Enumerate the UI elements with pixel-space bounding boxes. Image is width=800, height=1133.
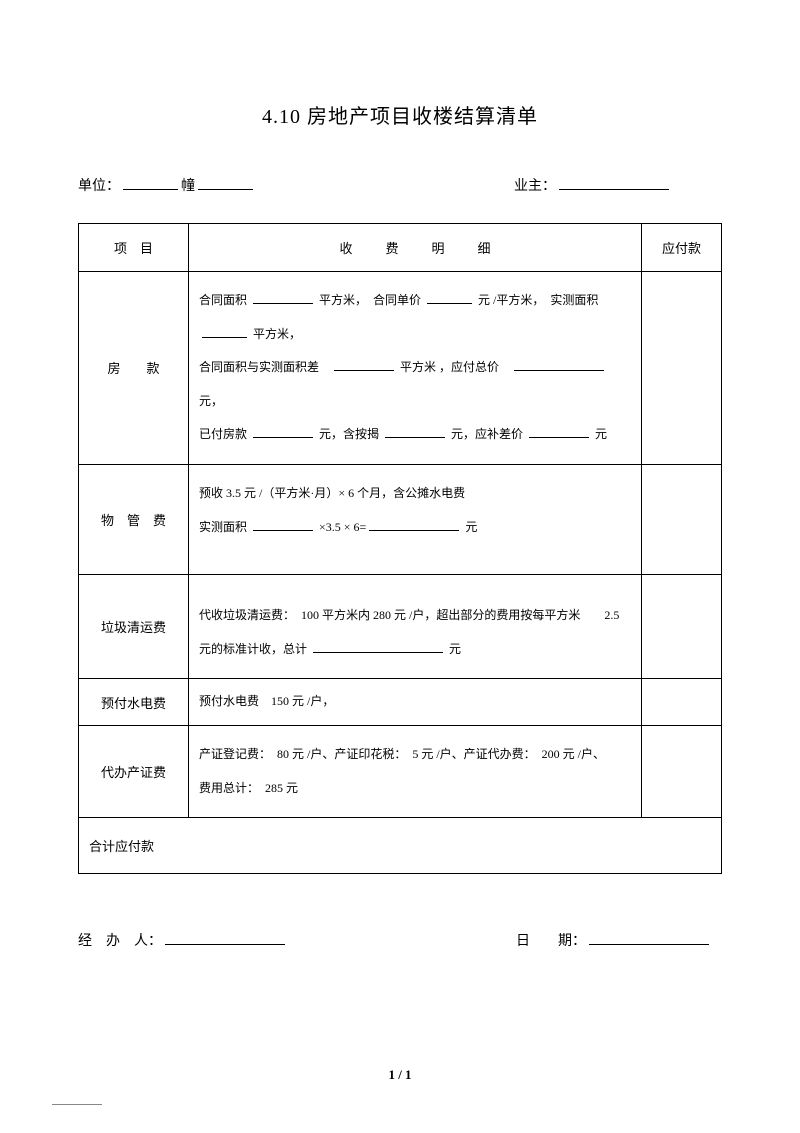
fill-blank[interactable] <box>427 288 472 304</box>
row-detail: 合同面积 平方米， 合同单价 元 /平方米， 实测面积 平方米，合同面积与实测面… <box>189 272 642 465</box>
table-row: 房 款合同面积 平方米， 合同单价 元 /平方米， 实测面积 平方米，合同面积与… <box>79 272 722 465</box>
total-row: 合计应付款 <box>79 818 722 874</box>
fill-blank[interactable] <box>253 422 313 438</box>
fill-blank[interactable] <box>385 422 445 438</box>
handler-blank[interactable] <box>165 929 285 945</box>
building-blank[interactable] <box>198 174 253 190</box>
table-row: 物 管 费预收 3.5 元 /（平方米·月）× 6 个月，含公摊水电费实测面积 … <box>79 464 722 574</box>
row-detail: 代收垃圾清运费： 100 平方米内 280 元 /户，超出部分的费用按每平方米 … <box>189 575 642 679</box>
fill-blank[interactable] <box>253 515 313 531</box>
unit-blank[interactable] <box>123 174 178 190</box>
row-item-label: 物 管 费 <box>79 464 189 574</box>
fill-blank[interactable] <box>529 422 589 438</box>
owner-label: 业主： <box>514 175 556 195</box>
footer-row: 经 办 人： 日 期： <box>78 929 722 950</box>
row-payable[interactable] <box>642 464 722 574</box>
date-label: 日 期： <box>516 930 586 950</box>
page-number: 1 / 1 <box>0 1067 800 1083</box>
row-payable[interactable] <box>642 679 722 726</box>
table-row: 垃圾清运费代收垃圾清运费： 100 平方米内 280 元 /户，超出部分的费用按… <box>79 575 722 679</box>
handler-field: 经 办 人： <box>78 929 288 950</box>
row-item-label: 房 款 <box>79 272 189 465</box>
row-payable[interactable] <box>642 575 722 679</box>
row-payable[interactable] <box>642 272 722 465</box>
fill-blank[interactable] <box>313 637 443 653</box>
row-item-label: 代办产证费 <box>79 725 189 817</box>
document-title: 4.10 房地产项目收楼结算清单 <box>78 100 722 129</box>
total-label: 合计应付款 <box>79 818 722 874</box>
fill-blank[interactable] <box>369 515 459 531</box>
footer-decoration <box>52 1104 102 1105</box>
unit-label: 单位： <box>78 175 120 195</box>
owner-blank[interactable] <box>559 174 669 190</box>
settlement-table: 项 目 收 费 明 细 应付款 房 款合同面积 平方米， 合同单价 元 /平方米… <box>78 223 722 874</box>
row-payable[interactable] <box>642 725 722 817</box>
row-detail: 产证登记费： 80 元 /户、产证印花税： 5 元 /户、产证代办费： 200 … <box>189 725 642 817</box>
table-row: 代办产证费产证登记费： 80 元 /户、产证印花税： 5 元 /户、产证代办费：… <box>79 725 722 817</box>
fill-blank[interactable] <box>202 322 247 338</box>
unit-field: 单位： 幢 <box>78 174 256 195</box>
handler-label: 经 办 人： <box>78 930 162 950</box>
row-item-label: 预付水电费 <box>79 679 189 726</box>
fill-blank[interactable] <box>334 355 394 371</box>
th-payable: 应付款 <box>642 224 722 272</box>
date-blank[interactable] <box>589 929 709 945</box>
header-row: 单位： 幢 业主： <box>78 174 722 195</box>
table-header-row: 项 目 收 费 明 细 应付款 <box>79 224 722 272</box>
th-item: 项 目 <box>79 224 189 272</box>
table-row: 预付水电费预付水电费 150 元 /户， <box>79 679 722 726</box>
fill-blank[interactable] <box>253 288 313 304</box>
row-item-label: 垃圾清运费 <box>79 575 189 679</box>
fill-blank[interactable] <box>514 355 604 371</box>
building-label: 幢 <box>181 175 195 195</box>
row-detail: 预付水电费 150 元 /户， <box>189 679 642 726</box>
row-detail: 预收 3.5 元 /（平方米·月）× 6 个月，含公摊水电费实测面积 ×3.5 … <box>189 464 642 574</box>
owner-field: 业主： <box>514 174 672 195</box>
date-field: 日 期： <box>516 929 712 950</box>
th-detail: 收 费 明 细 <box>189 224 642 272</box>
